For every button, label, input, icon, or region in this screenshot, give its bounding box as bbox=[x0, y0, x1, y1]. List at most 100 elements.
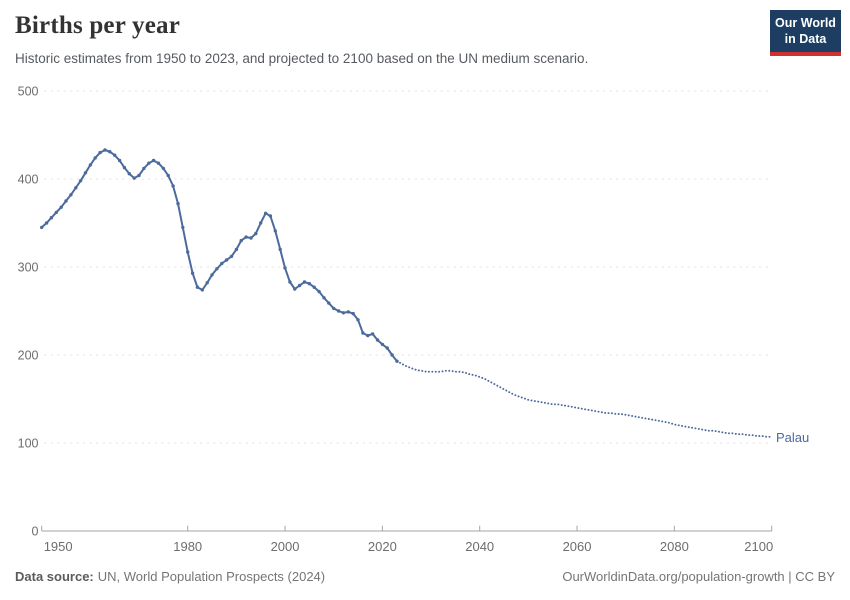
data-point bbox=[69, 193, 73, 197]
series-projection bbox=[396, 360, 773, 438]
data-point bbox=[147, 161, 151, 165]
data-point bbox=[312, 285, 316, 289]
data-point bbox=[64, 199, 68, 203]
entity-label: Palau bbox=[776, 430, 809, 445]
owid-logo-red-bar bbox=[770, 52, 841, 56]
owid-logo-line2: in Data bbox=[784, 31, 827, 46]
page-title: Births per year bbox=[15, 12, 181, 39]
data-source-value: UN, World Population Prospects (2024) bbox=[97, 569, 326, 584]
data-point bbox=[288, 280, 292, 284]
data-point bbox=[88, 163, 93, 167]
data-point bbox=[49, 216, 54, 220]
x-tick-label: 2100 bbox=[744, 539, 773, 554]
owid-logo[interactable]: Our World in Data bbox=[770, 10, 841, 56]
data-point bbox=[122, 165, 127, 170]
data-point bbox=[366, 333, 370, 338]
data-point bbox=[259, 221, 263, 225]
data-point bbox=[98, 150, 102, 155]
x-tick-label: 2060 bbox=[563, 539, 592, 554]
data-point bbox=[336, 309, 341, 313]
data-point bbox=[200, 288, 204, 292]
x-tick-label: 1950 bbox=[44, 539, 73, 554]
data-point bbox=[234, 247, 239, 252]
data-point bbox=[181, 225, 185, 230]
data-point bbox=[137, 173, 141, 178]
data-point bbox=[254, 231, 258, 236]
x-tick-label: 2080 bbox=[660, 539, 689, 554]
data-point bbox=[307, 282, 312, 286]
y-tick-label: 0 bbox=[32, 525, 39, 539]
data-point bbox=[346, 310, 350, 314]
data-point bbox=[375, 338, 380, 342]
data-point bbox=[190, 271, 195, 275]
x-tick-label: 2040 bbox=[465, 539, 494, 554]
x-tick-label: 1980 bbox=[173, 539, 202, 554]
data-point bbox=[332, 306, 336, 311]
data-point bbox=[132, 176, 136, 180]
data-point bbox=[156, 161, 161, 165]
data-point bbox=[127, 172, 131, 176]
data-point bbox=[186, 250, 190, 254]
data-point bbox=[229, 254, 234, 259]
data-point bbox=[356, 318, 360, 322]
data-point bbox=[40, 225, 44, 230]
data-point bbox=[268, 214, 273, 218]
data-point bbox=[113, 153, 117, 157]
data-point bbox=[176, 201, 180, 206]
data-point bbox=[151, 158, 156, 163]
data-point bbox=[161, 166, 166, 171]
data-source: Data source: UN, World Population Prospec… bbox=[15, 569, 325, 584]
x-tick-label: 2000 bbox=[271, 539, 300, 554]
data-point bbox=[44, 221, 49, 225]
data-point bbox=[385, 346, 389, 350]
data-point bbox=[108, 150, 112, 154]
y-tick-label: 200 bbox=[18, 349, 39, 363]
data-point bbox=[244, 235, 248, 239]
data-source-label: Data source: bbox=[15, 569, 94, 584]
data-point bbox=[322, 296, 326, 300]
data-point bbox=[341, 311, 346, 315]
data-point bbox=[293, 287, 297, 291]
data-point bbox=[166, 173, 170, 178]
data-point bbox=[317, 289, 321, 294]
data-point bbox=[205, 281, 209, 285]
data-point bbox=[83, 171, 88, 175]
data-point bbox=[327, 301, 331, 305]
data-point bbox=[142, 166, 146, 171]
y-tick-label: 400 bbox=[18, 173, 39, 187]
data-point bbox=[93, 156, 97, 160]
data-point bbox=[117, 158, 122, 163]
series-historic bbox=[40, 149, 398, 363]
data-point bbox=[297, 283, 302, 288]
data-point bbox=[263, 211, 268, 215]
y-tick-label: 100 bbox=[18, 437, 39, 451]
x-tick-label: 2020 bbox=[368, 539, 397, 554]
data-point bbox=[390, 353, 394, 357]
data-point bbox=[78, 179, 83, 183]
data-point bbox=[103, 148, 107, 152]
data-point bbox=[59, 205, 63, 209]
data-point bbox=[351, 311, 355, 316]
data-point bbox=[283, 266, 287, 270]
owid-logo-line1: Our World bbox=[775, 16, 836, 30]
data-point bbox=[224, 258, 229, 262]
data-point bbox=[171, 184, 175, 188]
y-tick-label: 500 bbox=[18, 85, 39, 99]
data-point bbox=[195, 285, 200, 289]
chart-subtitle: Historic estimates from 1950 to 2023, an… bbox=[15, 51, 589, 66]
y-tick-label: 300 bbox=[18, 261, 39, 275]
data-point bbox=[74, 186, 78, 190]
data-point bbox=[370, 332, 375, 336]
license-link[interactable]: OurWorldinData.org/population-growth | C… bbox=[562, 569, 835, 584]
data-point bbox=[278, 247, 282, 252]
data-point bbox=[249, 236, 253, 240]
data-point bbox=[380, 342, 385, 347]
data-point bbox=[273, 229, 277, 233]
data-point bbox=[210, 273, 214, 277]
data-point bbox=[239, 238, 243, 243]
data-point bbox=[220, 261, 224, 266]
data-point bbox=[215, 267, 219, 271]
data-point bbox=[54, 210, 58, 215]
